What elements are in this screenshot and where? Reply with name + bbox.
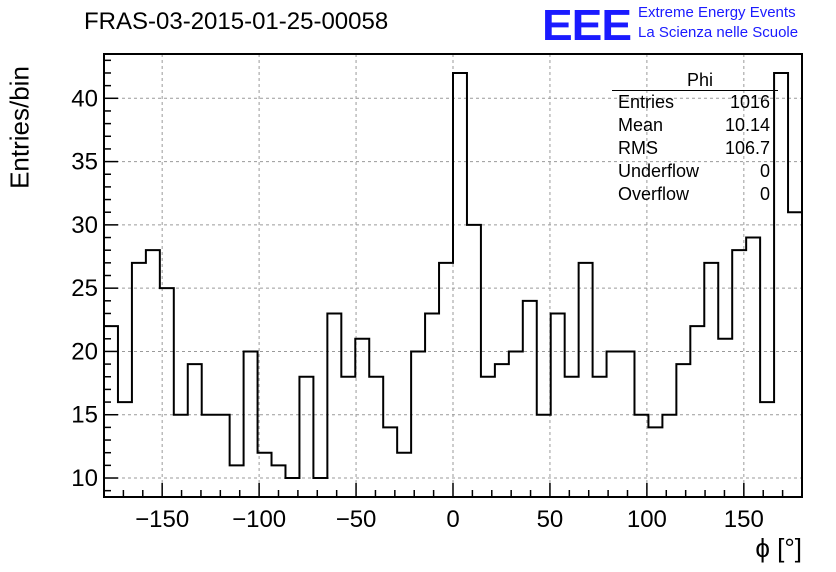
logo-line-1: Extreme Energy Events (638, 3, 798, 23)
stats-row-overflow: Overflow 0 (612, 183, 778, 206)
y-tick-label: 25 (71, 275, 98, 302)
stats-value: 10.14 (725, 114, 770, 137)
y-tick-label: 10 (71, 465, 98, 492)
stats-label: Overflow (618, 183, 689, 206)
x-tick-label: −50 (336, 506, 377, 533)
stats-row-rms: RMS 106.7 (612, 137, 778, 160)
stats-box: Phi Entries 1016 Mean 10.14 RMS 106.7 Under… (612, 70, 778, 206)
stats-title: Phi (612, 70, 778, 91)
stats-value: 106.7 (725, 137, 770, 160)
y-tick-label: 35 (71, 149, 98, 176)
stats-row-underflow: Underflow 0 (612, 160, 778, 183)
logo-line-2: La Scienza nelle Scuole (638, 23, 798, 43)
y-tick-label: 15 (71, 402, 98, 429)
eee-logo-text: Extreme Energy Events La Scienza nelle S… (638, 3, 798, 43)
stats-label: RMS (618, 137, 658, 160)
stats-value: 1016 (730, 91, 770, 114)
eee-logo-mark: EEE (542, 0, 631, 51)
y-tick-label: 30 (71, 212, 98, 239)
plot-title: FRAS-03-2015-01-25-00058 (84, 8, 388, 36)
x-tick-label: −100 (232, 506, 286, 533)
x-tick-label: 0 (446, 506, 459, 533)
x-tick-label: 50 (537, 506, 564, 533)
y-tick-label: 20 (71, 338, 98, 365)
stats-label: Mean (618, 114, 663, 137)
stats-value: 0 (760, 183, 770, 206)
stats-row-mean: Mean 10.14 (612, 114, 778, 137)
x-tick-label: 100 (627, 506, 667, 533)
stats-label: Entries (618, 91, 674, 114)
y-axis-label: Entries/bin (5, 28, 36, 228)
y-tick-label: 40 (71, 85, 98, 112)
stats-value: 0 (760, 160, 770, 183)
x-axis-label: ϕ [°] (755, 533, 802, 564)
stats-row-entries: Entries 1016 (612, 91, 778, 114)
x-tick-label: −150 (135, 506, 189, 533)
stats-label: Underflow (618, 160, 699, 183)
x-tick-label: 150 (724, 506, 764, 533)
